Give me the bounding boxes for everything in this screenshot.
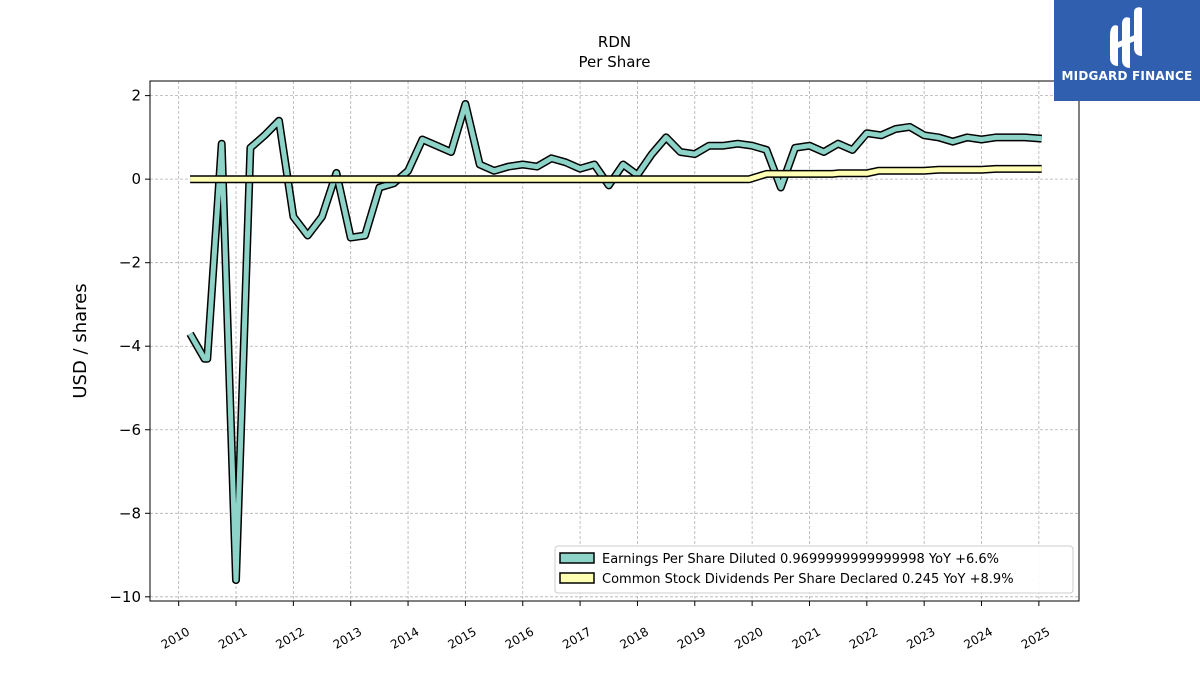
logo-mark-icon bbox=[1110, 7, 1142, 68]
x-tick-label: 2023 bbox=[904, 624, 937, 651]
x-tick-label: 2010 bbox=[159, 624, 192, 651]
series-1-line bbox=[190, 166, 1042, 182]
y-tick-label: −8 bbox=[119, 504, 141, 522]
y-tick-label: −6 bbox=[119, 421, 141, 439]
x-tick-label: 2015 bbox=[445, 624, 478, 651]
y-tick-label: −2 bbox=[119, 254, 141, 272]
grid-lines bbox=[150, 81, 1079, 601]
series-0-line bbox=[187, 101, 1042, 583]
chart-title: RDN bbox=[597, 33, 632, 51]
x-tick-label: 2012 bbox=[273, 624, 306, 651]
plot-frame bbox=[149, 80, 1080, 602]
legend-swatch-0 bbox=[559, 552, 595, 564]
x-tick-label: 2021 bbox=[790, 624, 823, 651]
logo-text: MIDGARD FINANCE bbox=[1061, 69, 1193, 83]
chart-subtitle: Per Share bbox=[578, 53, 651, 71]
x-tick-label: 2019 bbox=[675, 624, 708, 651]
y-tick-label: 0 bbox=[131, 170, 141, 188]
x-tick-label: 2011 bbox=[216, 624, 249, 651]
y-axis-ticks: 2 0 −2 −4 −6 −8 −10 bbox=[109, 87, 150, 606]
y-tick-label: −10 bbox=[109, 588, 141, 606]
legend-box bbox=[554, 545, 1074, 594]
x-axis-ticks: 2010 2011 2012 2013 2014 2015 2016 2017 2018 2019… bbox=[159, 601, 1052, 652]
x-tick-label: 2016 bbox=[503, 624, 536, 651]
legend: Earnings Per Share Diluted 0.96999999999… bbox=[554, 545, 1074, 594]
series-lines bbox=[186, 100, 1042, 585]
x-tick-label: 2018 bbox=[617, 624, 650, 651]
x-tick-label: 2022 bbox=[847, 624, 880, 651]
x-tick-label: 2024 bbox=[962, 624, 995, 651]
legend-label-0: Earnings Per Share Diluted 0.96999999999… bbox=[602, 552, 999, 567]
x-tick-label: 2014 bbox=[388, 624, 421, 651]
x-tick-label: 2020 bbox=[732, 624, 765, 651]
x-tick-label: 2025 bbox=[1019, 624, 1052, 651]
y-tick-label: 2 bbox=[131, 87, 141, 105]
x-tick-label: 2013 bbox=[331, 624, 364, 651]
midgard-finance-logo: MIDGARD FINANCE bbox=[1054, 0, 1200, 101]
y-tick-label: −4 bbox=[119, 337, 141, 355]
legend-swatch-1 bbox=[559, 572, 595, 584]
x-tick-label: 2017 bbox=[560, 624, 593, 651]
legend-label-1: Common Stock Dividends Per Share Declare… bbox=[602, 572, 1014, 587]
y-axis-label: USD / shares bbox=[70, 283, 91, 398]
